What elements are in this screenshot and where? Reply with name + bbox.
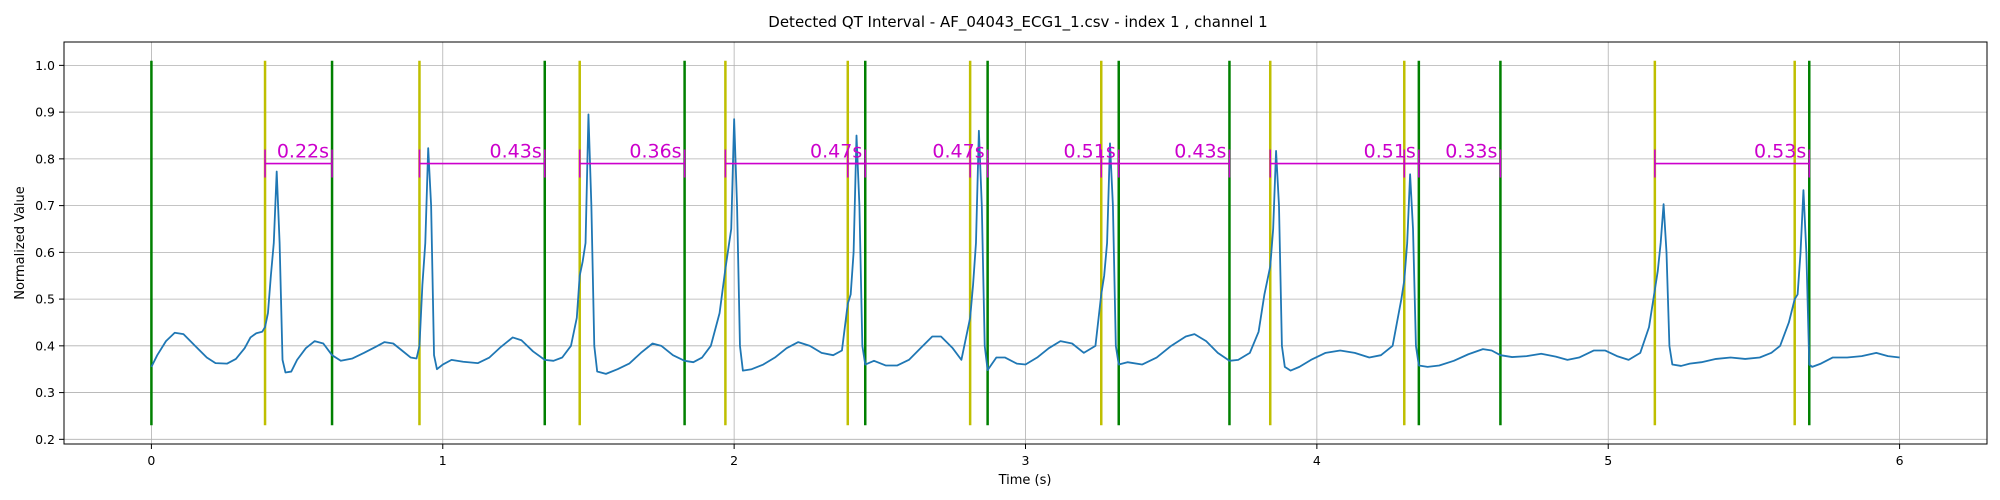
qt-interval-label: 0.47s [810,141,862,163]
y-tick-label: 0.4 [35,338,55,353]
x-tick-label: 4 [1313,453,1321,468]
y-tick-label: 0.7 [35,198,55,213]
ecg-signal-line [150,113,1900,375]
qt-interval-label: 0.43s [490,141,542,163]
x-tick-label: 3 [1022,453,1030,468]
r-t-markers [150,60,1811,426]
x-tick-label: 5 [1604,453,1612,468]
qt-interval-label: 0.51s [1364,141,1416,163]
chart-title: Detected QT Interval - AF_04043_ECG1_1.c… [768,13,1267,32]
x-tick-label: 0 [147,453,155,468]
x-tick-label: 6 [1896,453,1904,468]
qt-interval-label: 0.47s [932,141,984,163]
y-tick-label: 0.6 [35,245,55,260]
x-axis-label: Time (s) [998,473,1052,488]
y-axis-label: Normalized Value [13,186,28,300]
y-tick-label: 1.0 [35,58,55,73]
x-tick-label: 1 [439,453,447,468]
qt-interval-label: 0.53s [1754,141,1806,163]
y-tick-label: 0.3 [35,385,55,400]
qt-interval-label: 0.43s [1174,141,1226,163]
y-tick-label: 0.9 [35,105,55,120]
qt-interval-label: 0.22s [277,141,329,163]
x-tick-label: 2 [730,453,738,468]
qt-interval-label: 0.33s [1445,141,1497,163]
qt-interval-label: 0.36s [629,141,681,163]
axis-ticks: 0 1 2 3 4 5 6 0.2 0.3 0.4 0.5 0.6 0.7 0.8 0.9 1.0 [35,58,1904,468]
qt-interval-label: 0.51s [1064,141,1116,163]
grid [64,42,1987,444]
y-tick-label: 0.2 [35,432,55,447]
qt-annotations: 0.22s 0.43s 0.36s 0.47s 0.47s 0.51s 0.43s 0.51s… [264,141,1811,178]
ecg-signal [150,113,1900,375]
y-tick-label: 0.8 [35,151,55,166]
y-tick-label: 0.5 [35,292,55,307]
